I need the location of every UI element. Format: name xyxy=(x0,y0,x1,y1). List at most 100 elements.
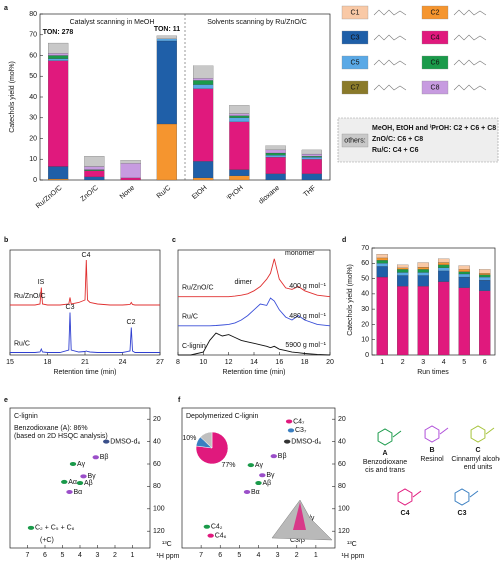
cross-peak xyxy=(243,490,251,494)
structure-sketch xyxy=(453,34,487,41)
bar-segment xyxy=(84,176,105,181)
x-tick-label: 2 xyxy=(113,552,117,559)
bar-segment xyxy=(48,60,69,167)
y-tick-label: 10 xyxy=(361,337,369,344)
bar-segment xyxy=(193,84,214,89)
bar-segment xyxy=(229,175,250,181)
legend-label: C6 xyxy=(431,60,440,67)
trace-label: Ru/ZnO/C xyxy=(14,293,46,300)
structure-sketch xyxy=(453,59,487,66)
peak-label: DMSO-d₆ xyxy=(110,438,140,445)
peak-label: Aγ xyxy=(255,462,264,469)
legend-label: C4 xyxy=(431,35,440,42)
bar-segment xyxy=(458,271,470,275)
surface-peak xyxy=(293,502,306,530)
x-tick-label: 21 xyxy=(81,359,89,366)
structure-bond xyxy=(485,427,495,435)
annotation: 400 g mol⁻¹ xyxy=(289,283,326,290)
cross-peak xyxy=(207,533,214,538)
bar-segment xyxy=(438,262,450,265)
bar-segment xyxy=(193,78,214,81)
peak-label: C4₇ xyxy=(293,418,305,425)
cross-peak xyxy=(103,439,110,444)
structure-bond xyxy=(392,430,402,438)
y-tick-label: 0 xyxy=(33,177,37,184)
bar-segment xyxy=(301,157,322,160)
bar-segment xyxy=(397,286,409,356)
bar-segment xyxy=(265,145,286,151)
structure-label: C xyxy=(475,447,480,454)
y-axis-label: Catechols yield (mol%) xyxy=(347,264,354,336)
bar-segment xyxy=(84,156,105,167)
structure-name: Benzodioxane xyxy=(363,459,407,466)
legend-label: others: xyxy=(344,138,365,145)
annotation: Benzodioxane (A): 86% xyxy=(14,425,88,432)
y-tick-label: 60 xyxy=(361,260,369,267)
x-tick-label: 3 xyxy=(96,552,100,559)
y-tick-label: 60 xyxy=(338,461,346,468)
bar-segment xyxy=(265,152,286,156)
x-tick-label: 10 xyxy=(199,359,207,366)
panel-letter: c xyxy=(172,237,176,244)
annotation: C2 xyxy=(127,319,136,326)
bar-segment xyxy=(479,280,491,291)
y-tick-label: 20 xyxy=(153,416,161,423)
bar-segment xyxy=(193,80,214,85)
x-tick-label: 6 xyxy=(218,552,222,559)
peak-label: C4₂ xyxy=(211,524,223,531)
x-tick-label: ZnO/C xyxy=(80,185,100,204)
x-tick-label: 1 xyxy=(131,552,135,559)
structure-name: Cinnamyl alcohol xyxy=(451,456,500,463)
annotation: Catalyst scanning in MeOH xyxy=(70,19,155,26)
bar-segment xyxy=(458,273,470,278)
x-tick-label: 20 xyxy=(326,359,334,366)
x-tick-label: 3 xyxy=(276,552,280,559)
x-tick-label: 6 xyxy=(483,359,487,366)
x-tick-label: 6 xyxy=(43,552,47,559)
y-tick-label: 50 xyxy=(361,275,369,282)
trace xyxy=(10,259,160,306)
y-tick-label: 30 xyxy=(361,306,369,313)
bar-segment xyxy=(48,42,69,54)
x-tick-label: dioxane xyxy=(258,185,281,206)
annotation: TON: 11 xyxy=(154,26,180,33)
structure-sketch xyxy=(373,84,407,91)
cross-peak xyxy=(66,490,73,494)
structure-label: B xyxy=(429,447,434,454)
bar-segment xyxy=(376,266,388,278)
y-tick-label: 60 xyxy=(29,52,37,59)
cross-peak xyxy=(76,481,84,486)
bar-segment xyxy=(479,269,491,274)
structure-note: cis and trans xyxy=(365,467,405,474)
panel-letter: e xyxy=(4,397,8,404)
legend-swatch xyxy=(421,55,449,70)
x-tick-label: 5 xyxy=(61,552,65,559)
peak-label: Bβ xyxy=(100,454,109,461)
trace xyxy=(178,332,331,356)
y-tick-label: 70 xyxy=(361,245,369,252)
legend-label: C3 xyxy=(351,35,360,42)
x-axis-label: ¹H ppm xyxy=(157,553,180,560)
structure-ring xyxy=(397,488,413,506)
bar-segment xyxy=(417,275,429,287)
x-tick-label: 27 xyxy=(156,359,164,366)
pie-slice xyxy=(199,431,213,449)
structure-bond xyxy=(469,490,479,498)
x-tick-label: 12 xyxy=(225,359,233,366)
cross-peak xyxy=(61,479,68,484)
structure-label: A xyxy=(382,450,387,457)
panel-letter: f xyxy=(178,397,181,404)
y-tick-label: 40 xyxy=(338,438,346,445)
y-tick-label: 50 xyxy=(29,73,37,80)
bar-segment xyxy=(397,267,409,270)
bar-segment xyxy=(229,121,250,170)
legend-swatch xyxy=(341,133,369,148)
cross-peak xyxy=(69,462,77,466)
annotation: C3/β xyxy=(290,537,305,544)
x-tick-label: 1 xyxy=(380,359,384,366)
structure-ring xyxy=(454,488,470,506)
bar-segment xyxy=(84,169,105,171)
bar-segment xyxy=(229,169,250,176)
legend-label: C5 xyxy=(351,60,360,67)
bar-segment xyxy=(156,123,177,181)
